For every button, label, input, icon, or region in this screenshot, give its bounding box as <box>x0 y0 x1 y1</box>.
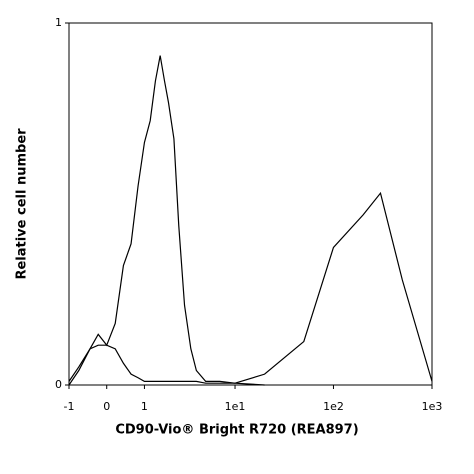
x-tick-label: 1 <box>141 400 148 413</box>
y-tick-label: 0 <box>55 378 62 391</box>
x-tick-label: 1e2 <box>323 400 344 413</box>
y-axis-title: Relative cell number <box>15 128 30 280</box>
x-axis-title: CD90-Vio® Bright R720 (REA897) <box>115 423 358 438</box>
histogram-line <box>68 55 265 386</box>
y-tick-label: 1 <box>55 16 62 29</box>
histogram-line <box>68 191 433 384</box>
x-tick-label: -1 <box>64 400 75 413</box>
x-tick-label: 0 <box>103 400 110 413</box>
plot-frame <box>68 22 433 386</box>
x-tick-label: 1e3 <box>422 400 443 413</box>
x-tick-label: 1e1 <box>225 400 246 413</box>
